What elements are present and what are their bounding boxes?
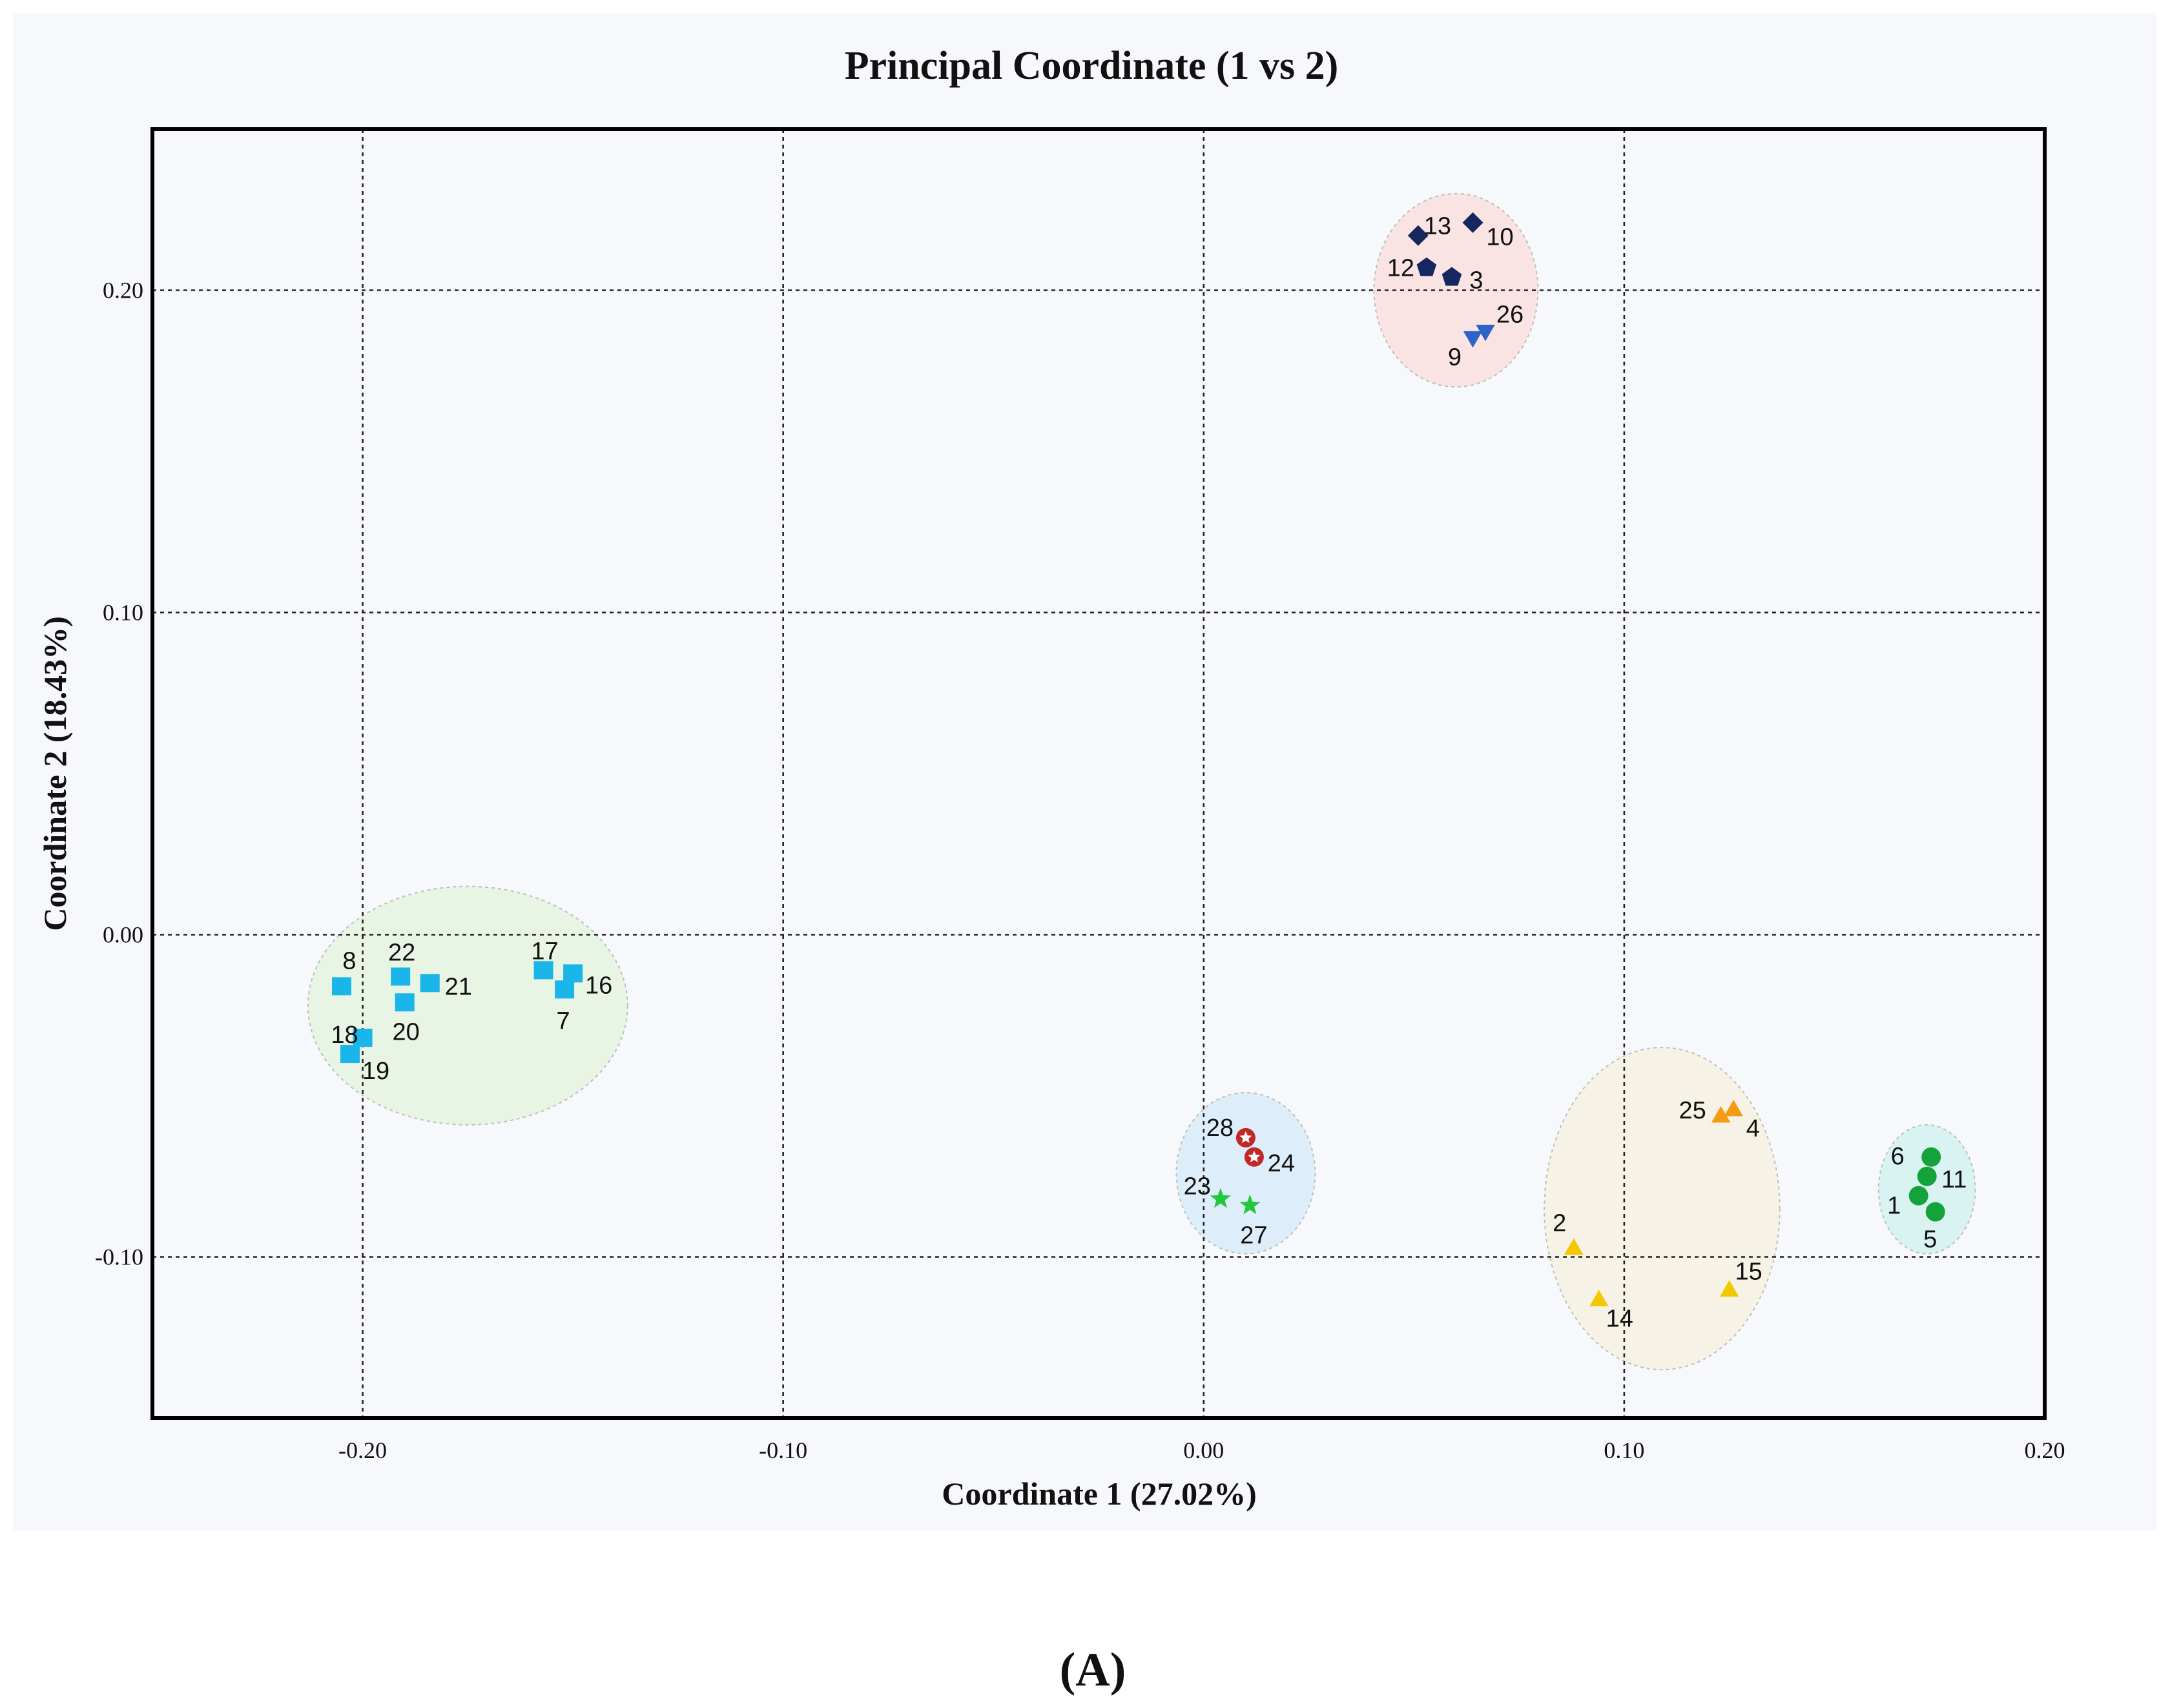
point-27	[1239, 1194, 1261, 1215]
cluster-ellipse-5	[1877, 1124, 1976, 1255]
tick-labels: -0.20 -0.10 0.00 0.10 0.20 0.20 0.10 0.00 -0.10	[95, 278, 2065, 1464]
point-label-1: 1	[1887, 1193, 1901, 1220]
y-tick-label: 0.20	[103, 278, 143, 304]
point-25	[1711, 1106, 1731, 1123]
y-tick-label: 0.00	[103, 922, 143, 948]
point-19	[340, 1045, 360, 1064]
point-10	[1462, 212, 1483, 233]
point-label-12: 12	[1387, 255, 1414, 282]
y-axis-label: Coordinate 2 (18.43%)	[37, 616, 73, 931]
point-21	[420, 974, 440, 993]
point-label-10: 10	[1486, 224, 1513, 251]
point-23	[1210, 1188, 1231, 1208]
point-label-9: 9	[1448, 344, 1462, 371]
point-label-17: 17	[531, 938, 558, 965]
point-label-23: 23	[1184, 1173, 1211, 1200]
point-label-16: 16	[585, 972, 612, 999]
point-17	[533, 961, 553, 980]
cluster-ellipses	[307, 192, 1976, 1371]
point-6	[1921, 1147, 1941, 1167]
point-8	[332, 977, 351, 996]
point-7	[555, 980, 575, 999]
point-label-18: 18	[331, 1022, 358, 1049]
point-label-13: 13	[1424, 213, 1451, 240]
point-label-22: 22	[388, 939, 415, 966]
data-points	[332, 212, 1945, 1306]
point-label-20: 20	[393, 1018, 420, 1045]
point-24-star	[1248, 1150, 1261, 1162]
point-label-6: 6	[1891, 1143, 1905, 1170]
point-28-star	[1239, 1131, 1252, 1143]
point-label-7: 7	[557, 1007, 570, 1034]
point-label-11: 11	[1941, 1166, 1967, 1193]
point-18	[353, 1029, 373, 1047]
point-label-5: 5	[1923, 1226, 1937, 1253]
point-24	[1244, 1147, 1264, 1167]
point-label-4: 4	[1746, 1115, 1760, 1142]
point-9	[1463, 331, 1483, 348]
point-label-21: 21	[445, 973, 472, 1000]
point-label-27: 27	[1240, 1222, 1267, 1250]
point-label-24: 24	[1268, 1150, 1295, 1177]
point-4	[1724, 1100, 1743, 1116]
x-tick-label: 0.10	[1604, 1437, 1644, 1463]
point-14	[1589, 1290, 1609, 1306]
plot-frame	[150, 127, 2047, 1420]
y-tick-label: -0.10	[95, 1244, 143, 1270]
point-label-14: 14	[1606, 1305, 1633, 1332]
point-11	[1917, 1166, 1937, 1186]
x-axis-label: Coordinate 1 (27.02%)	[942, 1476, 1256, 1512]
chart-panel-background	[13, 13, 2157, 1530]
point-label-2: 2	[1553, 1210, 1566, 1237]
point-2	[1564, 1238, 1584, 1255]
cluster-ellipse-3	[1175, 1092, 1316, 1255]
point-label-26: 26	[1496, 301, 1524, 328]
chart-title: Principal Coordinate (1 vs 2)	[845, 44, 1339, 88]
point-label-3: 3	[1469, 267, 1483, 294]
point-5	[1925, 1202, 1945, 1222]
point-20	[395, 993, 415, 1012]
x-tick-label: -0.10	[759, 1437, 807, 1463]
point-label-25: 25	[1679, 1097, 1706, 1124]
cluster-ellipse-4	[1544, 1047, 1781, 1371]
point-13	[1407, 225, 1429, 246]
x-tick-label: 0.00	[1183, 1437, 1224, 1463]
x-tick-label: -0.20	[338, 1437, 387, 1463]
figure-caption: (A)	[1060, 1643, 1126, 1696]
point-label-19: 19	[362, 1058, 389, 1085]
point-12	[1416, 257, 1437, 276]
x-tick-label: 0.20	[2025, 1437, 2065, 1463]
point-28	[1235, 1127, 1256, 1147]
point-16	[563, 964, 583, 983]
point-15	[1719, 1280, 1739, 1297]
point-22	[391, 967, 411, 986]
point-1	[1908, 1186, 1928, 1206]
point-label-28: 28	[1206, 1115, 1234, 1142]
point-26	[1476, 324, 1495, 342]
y-tick-label: 0.10	[103, 600, 143, 626]
point-label-8: 8	[342, 947, 356, 974]
point-3	[1442, 267, 1462, 286]
point-label-15: 15	[1735, 1258, 1762, 1285]
cluster-ellipse-1	[307, 885, 628, 1126]
